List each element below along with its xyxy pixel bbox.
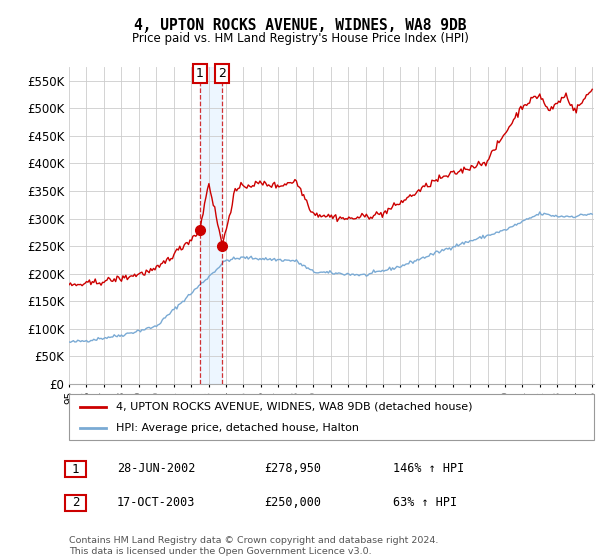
FancyBboxPatch shape bbox=[65, 495, 86, 511]
Text: HPI: Average price, detached house, Halton: HPI: Average price, detached house, Halt… bbox=[116, 423, 359, 433]
Text: £250,000: £250,000 bbox=[264, 496, 321, 509]
Text: 146% ↑ HPI: 146% ↑ HPI bbox=[393, 462, 464, 475]
Text: 4, UPTON ROCKS AVENUE, WIDNES, WA8 9DB: 4, UPTON ROCKS AVENUE, WIDNES, WA8 9DB bbox=[134, 18, 466, 33]
Text: 63% ↑ HPI: 63% ↑ HPI bbox=[393, 496, 457, 509]
Text: 2: 2 bbox=[218, 67, 226, 80]
Text: Contains HM Land Registry data © Crown copyright and database right 2024.
This d: Contains HM Land Registry data © Crown c… bbox=[69, 536, 439, 556]
Text: 28-JUN-2002: 28-JUN-2002 bbox=[117, 462, 196, 475]
Text: 4, UPTON ROCKS AVENUE, WIDNES, WA8 9DB (detached house): 4, UPTON ROCKS AVENUE, WIDNES, WA8 9DB (… bbox=[116, 402, 473, 412]
FancyBboxPatch shape bbox=[69, 394, 594, 440]
Text: 1: 1 bbox=[196, 67, 203, 80]
Bar bbox=[200, 67, 223, 384]
Text: 2: 2 bbox=[72, 496, 79, 510]
FancyBboxPatch shape bbox=[65, 461, 86, 477]
Text: £278,950: £278,950 bbox=[264, 462, 321, 475]
Text: 1: 1 bbox=[72, 463, 79, 476]
Text: Price paid vs. HM Land Registry's House Price Index (HPI): Price paid vs. HM Land Registry's House … bbox=[131, 32, 469, 45]
Text: 17-OCT-2003: 17-OCT-2003 bbox=[117, 496, 196, 509]
